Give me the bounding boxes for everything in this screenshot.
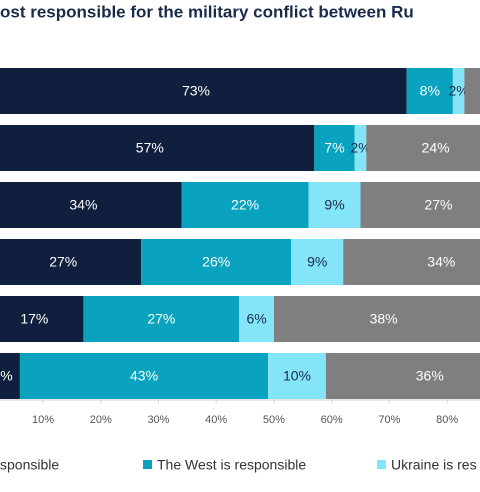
bar-segment [0,125,315,171]
x-tick-label: 40% [205,414,227,426]
bar-segment [0,353,20,399]
data-label: 10% [283,368,311,384]
bar-segment [452,68,465,114]
bar-segment [406,68,453,114]
data-label: 9% [324,197,344,213]
bar-segment [360,182,480,228]
data-label: 17% [20,311,48,327]
data-label: 6% [246,311,266,327]
data-label: 34% [69,197,97,213]
data-label: 34% [427,254,455,270]
data-label: 27% [424,197,452,213]
bar-segment [308,182,361,228]
bar-segment [0,182,182,228]
data-label: 22% [231,197,259,213]
chart-title: ost responsible for the military conflic… [0,2,414,21]
x-tick-label: 60% [321,414,343,426]
data-label: 6% [0,368,13,384]
legend-label: The West is responsible [157,457,306,473]
bar-segment [181,182,309,228]
legend-label: sponsible [0,457,59,473]
legend-swatch [143,460,152,469]
x-tick-label: 80% [436,414,458,426]
data-label: 57% [136,140,164,156]
data-label: 8% [420,83,440,99]
data-label: 9% [307,254,327,270]
bar-segment [354,125,367,171]
bar-segment [366,125,480,171]
bar-segment [343,239,480,285]
bar-segment [19,353,269,399]
bar-segment [314,125,355,171]
data-label: 24% [422,140,450,156]
data-label: 38% [370,311,398,327]
data-label: 26% [202,254,230,270]
bar-segment [325,353,480,399]
legend-swatch [377,460,386,469]
bar-segment [0,296,84,342]
bar-segment [291,239,344,285]
data-label: 2% [350,140,370,156]
bar-segment [141,239,292,285]
data-label: 2% [449,83,469,99]
data-label: 7% [324,140,344,156]
x-tick-label: 10% [32,414,54,426]
data-label: 27% [147,311,175,327]
bar-segment [83,296,240,342]
data-label: 73% [182,83,210,99]
bar-segment [239,296,274,342]
legend-label: Ukraine is res [391,457,477,473]
data-label: 27% [49,254,77,270]
data-label: 36% [416,368,444,384]
bar-segment [273,296,480,342]
x-tick-label: 50% [263,414,285,426]
bar-segment [268,353,326,399]
x-tick-label: 70% [378,414,400,426]
x-tick-label: 20% [90,414,112,426]
data-label: 43% [130,368,158,384]
bar-segment [0,239,142,285]
bar-segment [464,68,480,114]
bar-segment [0,68,407,114]
x-tick-label: 30% [147,414,169,426]
